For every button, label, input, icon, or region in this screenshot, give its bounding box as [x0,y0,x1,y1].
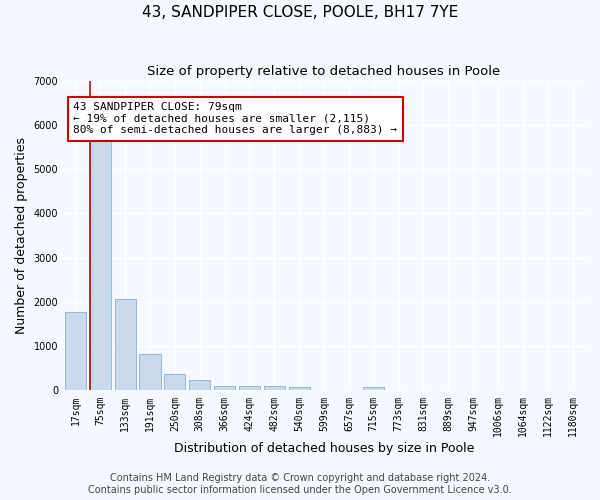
Bar [189,380,211,390]
Bar [363,388,384,390]
Bar [214,386,235,390]
Bar [139,354,161,391]
Bar [289,388,310,390]
Bar [264,386,285,390]
Bar [239,386,260,390]
Bar [164,374,185,390]
Bar [115,300,136,390]
Title: Size of property relative to detached houses in Poole: Size of property relative to detached ho… [148,65,500,78]
Y-axis label: Number of detached properties: Number of detached properties [15,137,28,334]
Text: 43, SANDPIPER CLOSE, POOLE, BH17 7YE: 43, SANDPIPER CLOSE, POOLE, BH17 7YE [142,5,458,20]
Bar [90,136,111,390]
Text: Contains HM Land Registry data © Crown copyright and database right 2024.
Contai: Contains HM Land Registry data © Crown c… [88,474,512,495]
X-axis label: Distribution of detached houses by size in Poole: Distribution of detached houses by size … [174,442,474,455]
Text: 43 SANDPIPER CLOSE: 79sqm
← 19% of detached houses are smaller (2,115)
80% of se: 43 SANDPIPER CLOSE: 79sqm ← 19% of detac… [73,102,397,136]
Bar [65,312,86,390]
